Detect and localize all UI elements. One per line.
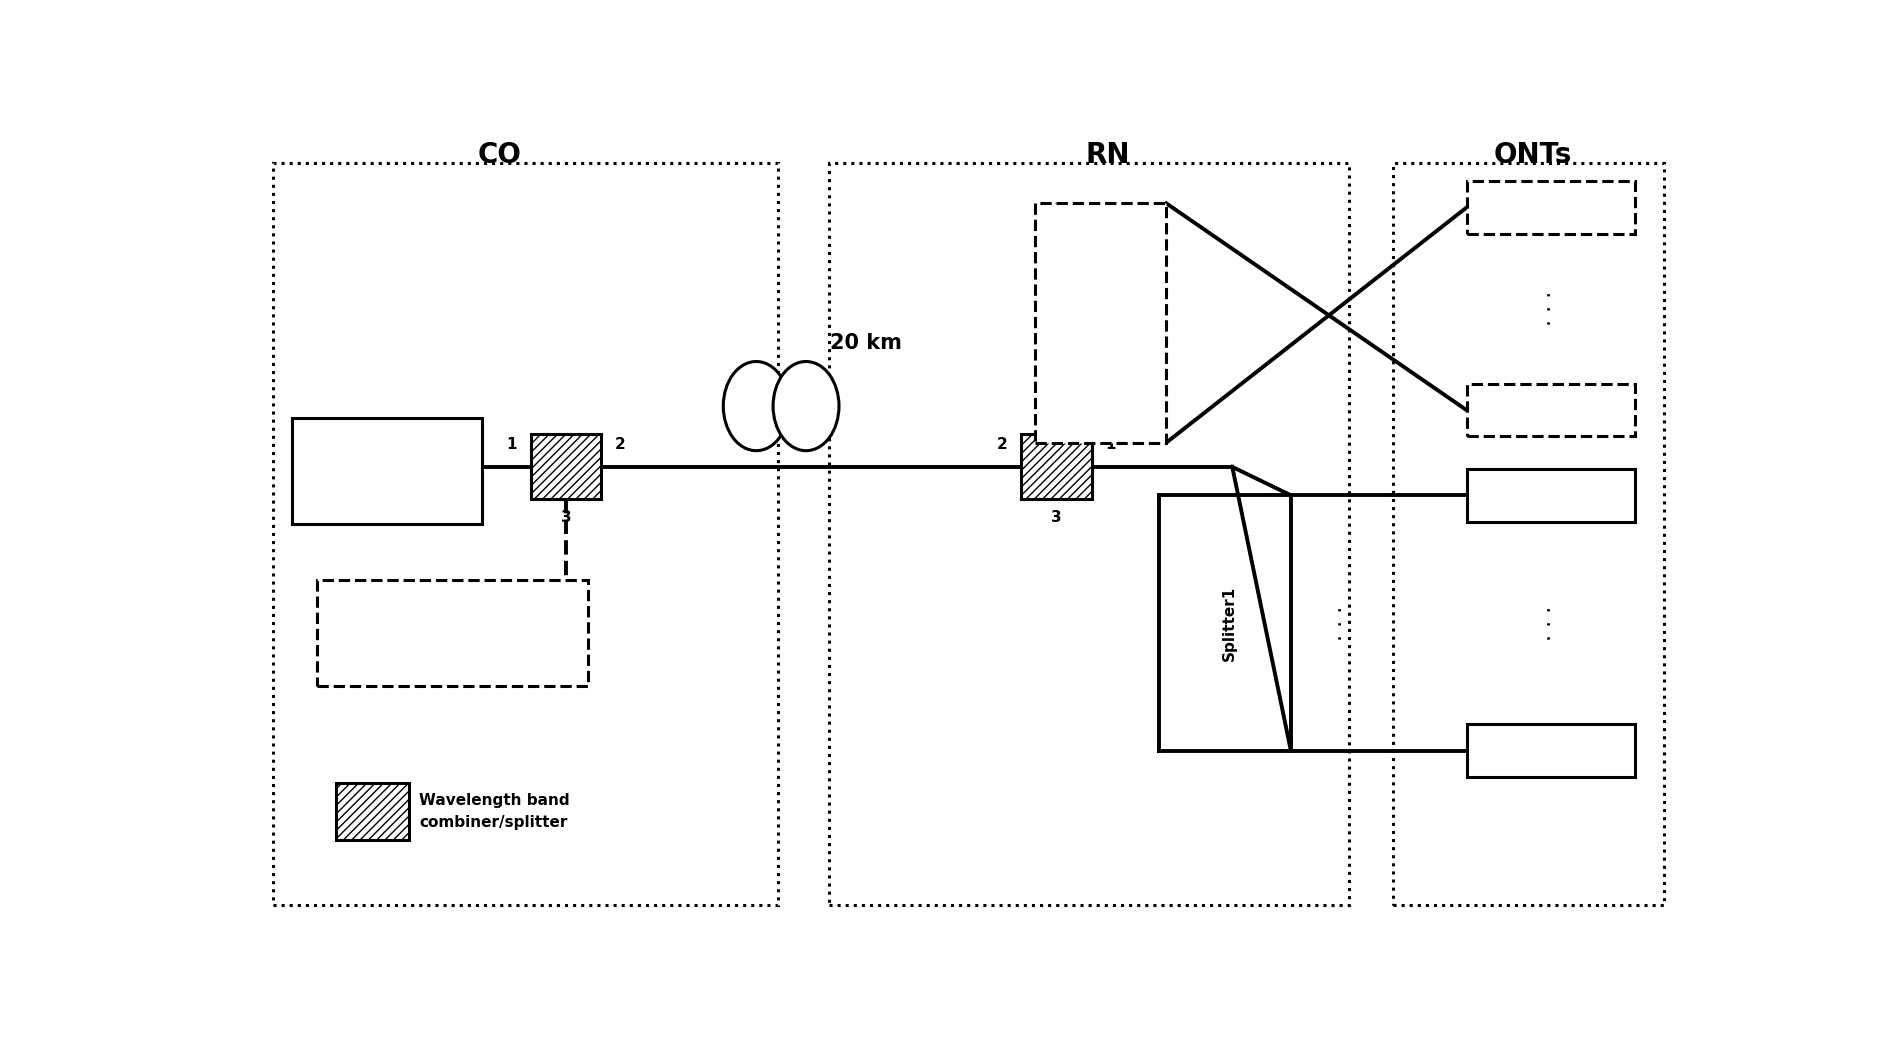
Text: 2: 2 — [996, 437, 1007, 452]
Text: ONT 1: ONT 1 — [1519, 401, 1581, 419]
Text: ONTs: ONTs — [1492, 141, 1572, 168]
Text: · · ·: · · · — [1054, 292, 1073, 326]
Text: ONT 32: ONT 32 — [1513, 198, 1587, 217]
Ellipse shape — [723, 361, 790, 451]
Text: ONT 1: ONT 1 — [1519, 741, 1581, 759]
Text: PON OLT: PON OLT — [344, 485, 429, 503]
Text: combiner/splitter: combiner/splitter — [419, 815, 567, 830]
Bar — [272, 163, 778, 905]
Text: 20 km: 20 km — [829, 333, 901, 353]
Text: Wavelength band: Wavelength band — [419, 794, 570, 809]
Text: CO: CO — [478, 141, 521, 168]
Bar — [1466, 383, 1634, 437]
Text: 2: 2 — [614, 437, 625, 452]
Bar — [1392, 163, 1664, 905]
Bar — [1033, 203, 1166, 442]
Bar — [1466, 181, 1634, 234]
Bar — [1466, 724, 1634, 777]
Text: 1: 1 — [1105, 437, 1115, 452]
Bar — [829, 163, 1349, 905]
Text: Splitter1: Splitter1 — [1220, 585, 1235, 661]
Text: 3: 3 — [561, 510, 570, 524]
Text: RN: RN — [1084, 141, 1130, 168]
Text: PON OLT: PON OLT — [412, 648, 491, 665]
Text: Legacy: Legacy — [351, 446, 423, 464]
Bar — [1466, 469, 1634, 521]
Text: 1: 1 — [506, 437, 516, 452]
Bar — [291, 418, 482, 523]
Bar — [336, 783, 408, 840]
Text: Next-generation: Next-generation — [376, 609, 529, 627]
Text: ONT 32: ONT 32 — [1513, 486, 1587, 504]
Bar — [531, 435, 601, 499]
Text: · · ·: · · · — [1540, 605, 1560, 640]
Bar — [317, 580, 587, 686]
Text: · · ·: · · · — [1332, 605, 1351, 640]
Text: AWG1: AWG1 — [1090, 293, 1109, 353]
Text: 3: 3 — [1050, 510, 1062, 524]
Bar — [1020, 435, 1092, 499]
Ellipse shape — [773, 361, 839, 451]
Text: · · ·: · · · — [1540, 292, 1560, 326]
